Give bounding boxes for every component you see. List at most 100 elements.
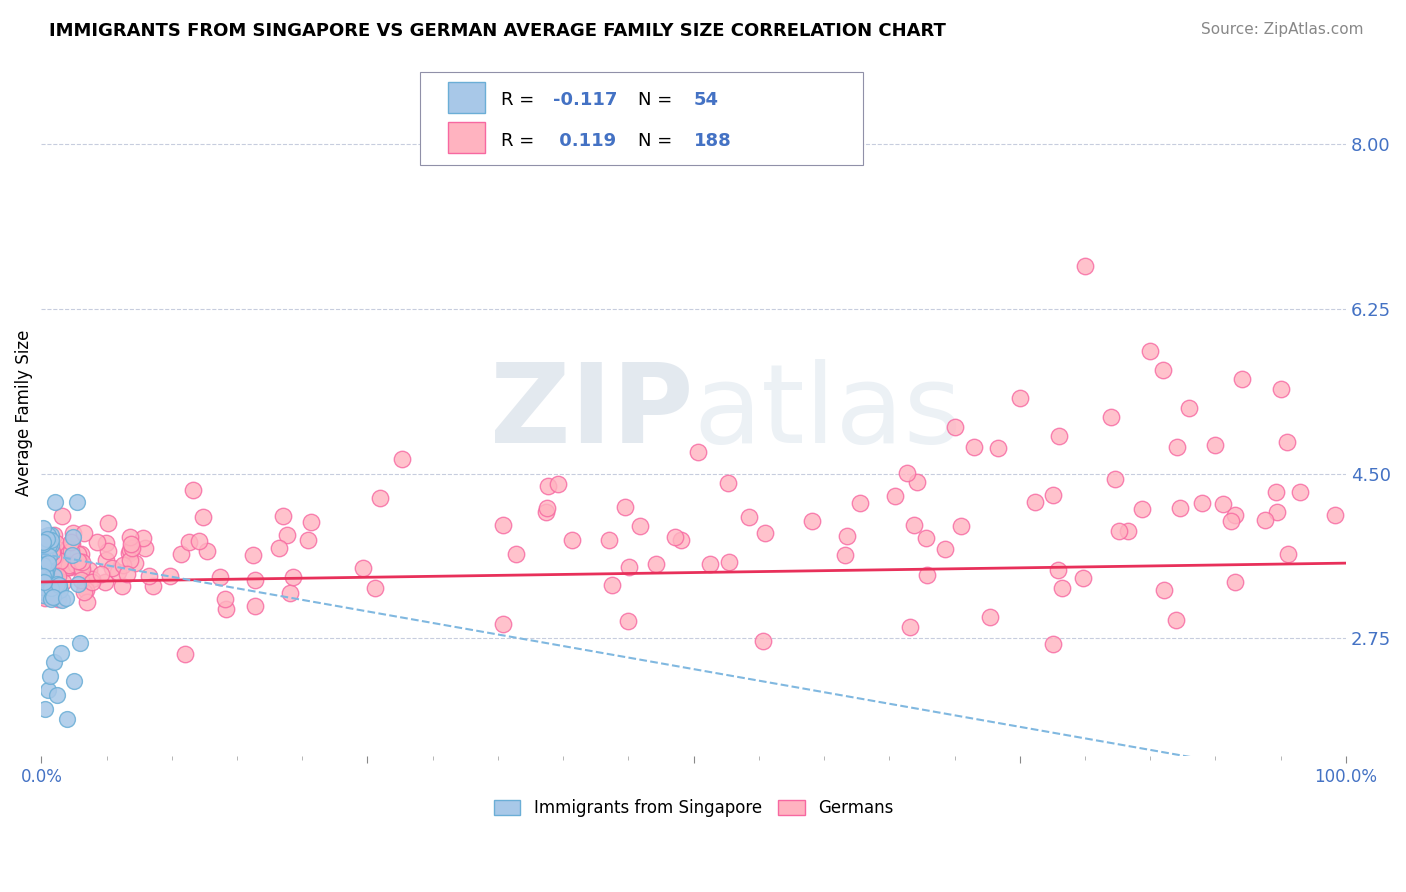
Point <box>76 594 98 608</box>
Point <box>364 581 387 595</box>
Point <box>39 538 62 552</box>
Point <box>73 526 96 541</box>
Point <box>943 419 966 434</box>
Point <box>37 541 59 555</box>
Point <box>44 655 66 669</box>
Point <box>37 543 59 558</box>
Point <box>97 544 120 558</box>
Point <box>42 550 65 565</box>
Point <box>39 559 62 574</box>
Point <box>801 514 824 528</box>
Point <box>391 451 413 466</box>
Point <box>547 476 569 491</box>
Point <box>46 577 69 591</box>
Point <box>77 563 100 577</box>
Point <box>1099 410 1122 425</box>
Point <box>245 573 267 587</box>
Point <box>645 558 668 572</box>
Point <box>35 558 58 573</box>
Text: atlas: atlas <box>693 359 962 466</box>
Point <box>31 534 53 549</box>
Point <box>1139 344 1161 359</box>
Point <box>31 558 53 572</box>
Point <box>907 475 929 489</box>
Point <box>170 547 193 561</box>
Point <box>41 546 63 560</box>
Point <box>41 576 63 591</box>
Point <box>173 647 195 661</box>
Point <box>34 560 56 574</box>
Point <box>44 569 66 583</box>
Point <box>1130 501 1153 516</box>
Point <box>34 535 56 549</box>
Point <box>49 646 72 660</box>
Point <box>38 549 60 563</box>
Point <box>1050 581 1073 595</box>
Point <box>536 500 558 515</box>
Point <box>58 541 80 556</box>
Point <box>73 579 96 593</box>
Point <box>69 547 91 561</box>
Point <box>37 556 59 570</box>
Point <box>55 591 77 606</box>
Point <box>628 518 651 533</box>
Point <box>1264 485 1286 500</box>
Point <box>32 538 55 552</box>
Point <box>278 585 301 599</box>
Bar <box>449 82 485 112</box>
Point <box>1047 429 1070 443</box>
Point <box>66 577 89 591</box>
Point <box>215 602 238 616</box>
Point <box>62 530 84 544</box>
Point <box>69 573 91 587</box>
Text: R =: R = <box>501 91 540 109</box>
Point <box>86 534 108 549</box>
Point <box>138 568 160 582</box>
Point <box>62 526 84 541</box>
Point <box>101 560 124 574</box>
FancyBboxPatch shape <box>419 72 863 165</box>
Point <box>51 509 73 524</box>
Point <box>243 599 266 614</box>
Point <box>915 568 938 582</box>
Point <box>32 574 55 589</box>
Point <box>32 535 55 549</box>
Point <box>699 558 721 572</box>
Point <box>1168 500 1191 515</box>
Point <box>600 578 623 592</box>
Point <box>1277 435 1299 450</box>
Point <box>35 587 58 601</box>
Point <box>276 527 298 541</box>
Point <box>56 560 79 574</box>
Point <box>1074 260 1097 274</box>
Point <box>1042 488 1064 502</box>
Text: 188: 188 <box>693 131 731 150</box>
Point <box>177 534 200 549</box>
Text: N =: N = <box>637 131 678 150</box>
Point <box>120 537 142 551</box>
Point <box>1277 547 1299 561</box>
Point <box>66 554 89 568</box>
Point <box>41 587 63 601</box>
Point <box>46 577 69 591</box>
Point <box>242 549 264 563</box>
Point <box>883 489 905 503</box>
Text: IMMIGRANTS FROM SINGAPORE VS GERMAN AVERAGE FAMILY SIZE CORRELATION CHART: IMMIGRANTS FROM SINGAPORE VS GERMAN AVER… <box>49 22 946 40</box>
Point <box>32 549 55 563</box>
Point <box>34 571 56 585</box>
Point <box>69 636 91 650</box>
Point <box>56 712 79 726</box>
Bar <box>449 122 485 153</box>
Point <box>41 543 63 558</box>
Point <box>60 544 83 558</box>
Point <box>94 574 117 589</box>
Point <box>35 567 58 582</box>
Point <box>32 530 55 544</box>
Point <box>63 673 86 688</box>
Point <box>34 533 56 548</box>
Point <box>35 586 58 600</box>
Point <box>1265 505 1288 519</box>
Point <box>1008 391 1031 405</box>
Point <box>492 616 515 631</box>
Point <box>121 541 143 555</box>
